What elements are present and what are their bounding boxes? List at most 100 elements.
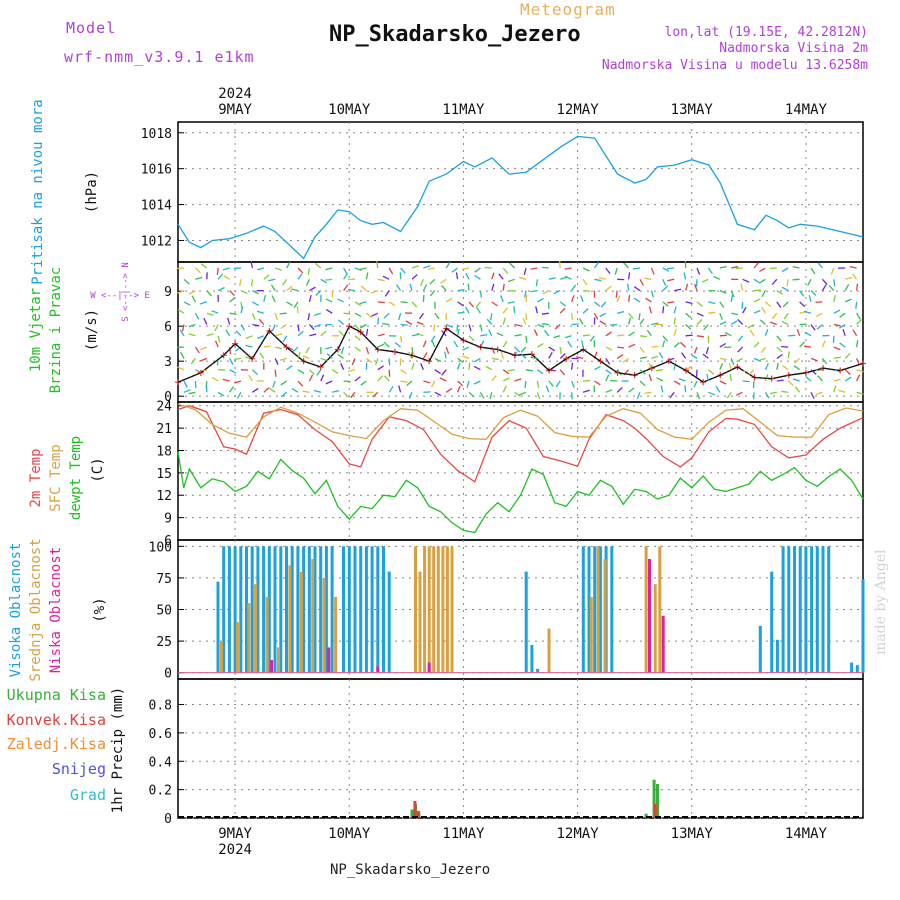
- bar-high_cloud: [267, 546, 271, 673]
- wind-arrow: [639, 380, 646, 387]
- wind-arrow: [524, 290, 527, 298]
- wind-arrow: [844, 352, 851, 359]
- wind-arrow: [297, 369, 305, 374]
- wind-arrow: [377, 278, 385, 282]
- wind-arrow: [400, 267, 406, 274]
- wind-arrow: [650, 267, 655, 275]
- wind-arrow: [467, 283, 470, 291]
- wind-arrow: [422, 352, 428, 359]
- bar-high_cloud: [324, 546, 328, 673]
- wind-arrow: [177, 366, 185, 371]
- wind-arrow: [856, 358, 860, 366]
- panel-frame: [177, 121, 864, 263]
- wind-marker: [597, 358, 604, 365]
- wind-arrow: [502, 340, 508, 348]
- wind-arrow: [805, 376, 812, 382]
- bar-high_cloud: [273, 546, 277, 673]
- wind-arrow: [525, 335, 528, 343]
- wind-arrow: [646, 329, 652, 337]
- wind-arrow: [229, 290, 235, 297]
- bar-high_cloud: [285, 546, 288, 673]
- wind-arrow: [214, 340, 219, 348]
- wind-arrow: [759, 319, 766, 325]
- wind-arrow: [633, 297, 641, 303]
- bar-mid_cloud: [596, 546, 600, 673]
- wind-arrow: [605, 331, 612, 337]
- y-tick-label: 0: [164, 667, 172, 682]
- wind-arrow: [445, 323, 453, 328]
- wind-arrow: [251, 312, 256, 320]
- y-tick-label: 1018: [141, 127, 172, 142]
- wind-arrow: [308, 374, 314, 382]
- wind-arrow: [662, 285, 669, 292]
- wind-arrow: [667, 267, 675, 270]
- wind-arrow: [855, 283, 859, 291]
- wind-arrow: [639, 318, 645, 325]
- wind-arrow: [690, 353, 698, 359]
- wind-arrow: [206, 312, 214, 316]
- wind-arrow: [420, 362, 425, 370]
- wind-arrow: [216, 267, 219, 275]
- wind-arrow: [781, 286, 789, 292]
- bar-high_cloud: [798, 546, 802, 673]
- wind-arrow: [491, 301, 498, 307]
- wind-arrow: [650, 290, 655, 298]
- wind-arrow: [502, 307, 509, 314]
- wind-arrow: [190, 358, 196, 365]
- wind-arrow: [411, 301, 418, 308]
- wind-arrow: [496, 332, 504, 337]
- wind-arrow: [764, 363, 769, 370]
- bar-high_cloud: [610, 546, 614, 673]
- wind-arrow: [252, 387, 259, 393]
- wind-arrow: [753, 262, 759, 269]
- bar-conv_precip: [653, 803, 657, 818]
- wind-arrow: [225, 329, 231, 337]
- wind-arrow: [314, 323, 322, 328]
- wind-arrow: [810, 369, 817, 375]
- bar-total_precip: [410, 809, 414, 818]
- wind-arrow: [667, 278, 675, 282]
- series-line-wind-speed-top: [177, 325, 864, 383]
- wind-arrow: [228, 347, 232, 355]
- bar-high_cloud: [347, 546, 351, 673]
- wind-arrow: [794, 386, 801, 393]
- wind-arrow: [513, 306, 516, 314]
- bar-mid_cloud: [427, 546, 431, 673]
- wind-arrow: [753, 298, 761, 303]
- day-label-top: 11MAY: [442, 102, 485, 118]
- bar-high_cloud: [319, 546, 323, 673]
- wind-arrow: [771, 312, 778, 320]
- wind-arrow: [305, 279, 310, 286]
- wind-arrow: [365, 328, 369, 336]
- wind-arrow: [614, 267, 618, 275]
- wind-arrow: [308, 324, 315, 331]
- wind-arrow: [486, 318, 493, 325]
- wind-arrow: [764, 391, 770, 399]
- wind-arrow: [456, 385, 461, 393]
- wind-arrow: [833, 323, 841, 327]
- wind-arrow: [628, 331, 635, 337]
- wind-arrow: [522, 317, 527, 325]
- wind-arrow: [681, 352, 687, 359]
- wind-arrow: [694, 283, 698, 291]
- wind-arrow: [274, 369, 277, 377]
- wind-arrow: [747, 323, 755, 329]
- wind-arrow: [411, 274, 418, 280]
- wind-arrow: [462, 355, 470, 360]
- wind-arrow: [740, 283, 744, 291]
- wind-arrow: [372, 391, 379, 398]
- bar-low_cloud: [270, 660, 274, 673]
- wind-arrow: [627, 294, 631, 302]
- wind-arrow: [851, 273, 858, 280]
- wind-arrow: [781, 390, 789, 393]
- wind-arrow: [804, 310, 812, 314]
- bar-high_cloud: [598, 546, 602, 673]
- wind-arrow: [783, 312, 789, 320]
- wind-arrow: [308, 294, 312, 303]
- wind-arrow: [274, 358, 279, 366]
- wind-arrow: [388, 267, 394, 275]
- wind-arrow: [271, 295, 276, 303]
- wind-arrow: [696, 267, 701, 275]
- wind-arrow: [708, 391, 716, 396]
- wind-arrow: [605, 369, 612, 375]
